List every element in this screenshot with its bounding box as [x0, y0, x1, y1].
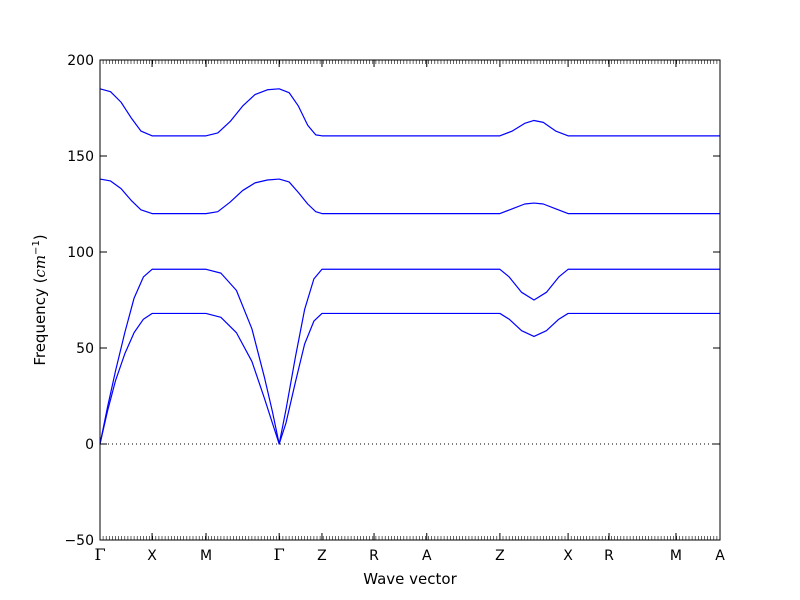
x-tick-label: Γ	[274, 545, 285, 564]
y-axis-label-exponent: −1	[31, 240, 42, 255]
x-tick-label: A	[715, 548, 725, 564]
y-tick-label: 100	[67, 245, 94, 261]
x-axis-label: Wave vector	[363, 570, 457, 588]
series-line-2	[99, 178, 720, 215]
y-axis-label-close: )	[31, 234, 49, 240]
x-tick-label: Γ	[94, 545, 105, 564]
x-tick-label: Z	[495, 548, 505, 564]
x-tick-label: M	[200, 548, 212, 564]
x-tick-label: A	[422, 548, 432, 564]
series-layer	[99, 88, 720, 445]
x-tick-label: R	[604, 548, 614, 564]
y-axis-label-main: Frequency (	[31, 278, 49, 366]
y-tick-label: 0	[85, 437, 94, 453]
x-tick-label: X	[563, 548, 573, 564]
plot-frame	[99, 59, 721, 541]
x-tick-label: X	[147, 548, 157, 564]
y-tick-label: 200	[67, 53, 94, 69]
series-line-4	[99, 312, 720, 445]
y-tick-label: −50	[64, 533, 94, 549]
q-point-ticks	[99, 60, 718, 540]
x-tick-label: M	[670, 548, 682, 564]
y-axis-label: Frequency (cm−1)	[31, 234, 49, 365]
plot-border	[99, 59, 721, 541]
y-tick-label: 50	[76, 341, 94, 357]
x-tick-label: Z	[317, 548, 327, 564]
series-line-1	[99, 88, 720, 137]
y-axis-ticks: −50 0 50 100 150 200	[64, 53, 720, 549]
y-axis-label-unit: cm	[31, 255, 49, 278]
x-tick-label: R	[369, 548, 379, 564]
series-line-3	[99, 268, 720, 445]
y-tick-label: 150	[67, 149, 94, 165]
